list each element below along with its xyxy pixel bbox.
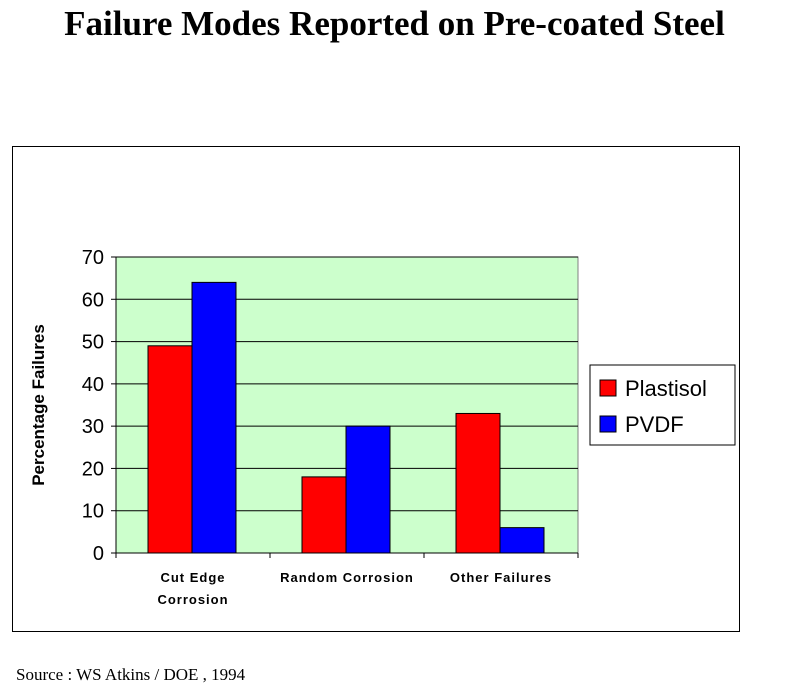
- page-title: Failure Modes Reported on Pre-coated Ste…: [64, 4, 725, 43]
- y-tick-label: 60: [82, 289, 104, 311]
- y-tick-label: 50: [82, 332, 104, 354]
- y-tick-label: 0: [93, 543, 104, 565]
- bar-pvdf-0: [191, 281, 237, 554]
- legend-label-plastisol: Plastisol: [625, 376, 707, 401]
- y-tick-label: 30: [82, 416, 104, 438]
- bar-pvdf-2: [499, 527, 545, 554]
- bar-plastisol-2: [455, 412, 501, 554]
- y-tick-label: 70: [82, 247, 104, 269]
- x-tick-label: Corrosion: [157, 592, 228, 607]
- source-note: Source : WS Atkins / DOE , 1994: [16, 665, 246, 684]
- legend-swatch-pvdf: [599, 415, 617, 433]
- y-tick-label: 20: [82, 458, 104, 480]
- x-tick-label: Other Failures: [450, 570, 552, 585]
- y-tick-label: 10: [82, 501, 104, 523]
- legend-swatch-plastisol: [599, 379, 617, 397]
- bar-chart: 0 10 20 30 40 50 60 70 Cut Edge Corrosion Random C…: [29, 247, 736, 607]
- legend-label-pvdf: PVDF: [625, 412, 684, 437]
- bar-plastisol-0: [147, 345, 193, 554]
- y-axis-label: Percentage Failures: [29, 324, 48, 486]
- chart-frame: 0 10 20 30 40 50 60 70 Cut Edge Corrosion Random C…: [12, 146, 740, 632]
- x-tick-label: Cut Edge: [160, 570, 225, 585]
- y-tick-label: 40: [82, 374, 104, 396]
- x-tick-label: Random Corrosion: [280, 570, 414, 585]
- bar-pvdf-1: [345, 425, 391, 554]
- bar-plastisol-1: [301, 476, 347, 554]
